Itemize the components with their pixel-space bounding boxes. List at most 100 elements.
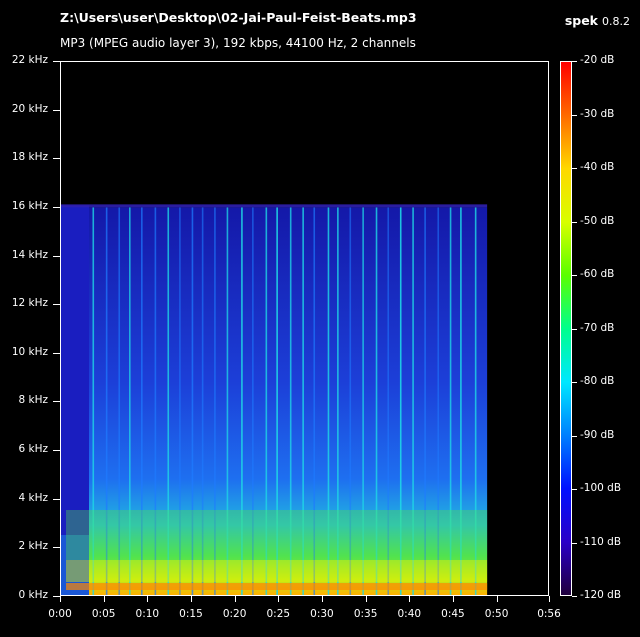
db-tick: [572, 596, 577, 597]
time-tick: [278, 596, 280, 602]
spectrogram-image: [61, 204, 488, 595]
time-tick-label: 0:05: [91, 608, 116, 620]
db-tick-label: -20 dB: [580, 54, 615, 66]
audio-info-text: MP3 (MPEG audio layer 3), 192 kbps, 4410…: [60, 36, 416, 50]
db-tick: [572, 168, 577, 169]
beat-streak: [460, 207, 462, 595]
frequency-tick: [53, 158, 60, 160]
db-tick: [572, 489, 577, 490]
frequency-tick: [53, 498, 60, 500]
frequency-tick-label: 2 kHz: [18, 540, 48, 553]
beat-streak: [349, 207, 352, 595]
frequency-tick: [53, 255, 60, 257]
beat-streak: [252, 207, 254, 595]
spectrogram-plot: [60, 61, 549, 596]
db-tick-label: -90 dB: [580, 428, 615, 441]
beat-streak: [191, 207, 194, 595]
low-band-green: [66, 510, 488, 560]
file-path-title: Z:\Users\user\Desktop\02-Jai-Paul-Feist-…: [60, 10, 417, 25]
beat-streak: [302, 207, 304, 595]
frequency-tick: [53, 352, 60, 354]
db-tick: [572, 114, 577, 116]
db-tick: [572, 382, 577, 383]
beat-streak: [412, 207, 414, 595]
db-tick-label: -30 dB: [580, 107, 615, 120]
beat-streak: [105, 207, 108, 595]
time-tick: [147, 596, 149, 602]
time-tick: [452, 596, 454, 602]
spectrogram-intro: [61, 205, 89, 595]
frequency-tick-label: 16 kHz: [11, 199, 48, 212]
db-tick-label: -60 dB: [580, 268, 615, 280]
frequency-tick: [53, 109, 60, 111]
frequency-tick-label: 20 kHz: [11, 102, 48, 115]
time-tick: [60, 596, 61, 602]
time-tick-label: 0:00: [48, 608, 72, 620]
beat-streak: [214, 207, 216, 595]
frequency-tick-label: 10 kHz: [11, 345, 48, 358]
beat-streak: [399, 207, 402, 595]
frequency-tick-label: 22 kHz: [11, 54, 48, 66]
app-version: 0.8.2: [602, 15, 630, 28]
frequency-tick: [53, 401, 60, 403]
beat-streak: [265, 207, 268, 595]
time-tick-label: 0:45: [441, 608, 465, 620]
db-tick: [572, 435, 577, 437]
beat-streak: [474, 207, 477, 595]
beat-streak: [337, 207, 339, 595]
beat-streak: [201, 207, 204, 595]
db-tick: [572, 275, 577, 276]
db-tick-label: -50 dB: [580, 214, 615, 227]
time-tick: [321, 596, 323, 602]
beat-streak: [276, 207, 278, 595]
cutoff-edge: [61, 204, 488, 208]
db-tick-label: -110 dB: [580, 535, 622, 548]
beat-streak: [327, 207, 330, 595]
time-tick-label: 0:25: [266, 608, 291, 620]
beat-streak: [362, 207, 364, 595]
db-tick: [572, 61, 577, 62]
frequency-tick-label: 0 kHz: [18, 589, 48, 601]
frequency-tick: [53, 304, 60, 306]
frequency-tick: [53, 450, 60, 452]
db-tick-label: -120 dB: [580, 589, 622, 601]
frequency-tick: [53, 547, 60, 549]
beat-streak: [313, 207, 316, 595]
beat-streak: [154, 207, 157, 595]
beat-streak: [118, 207, 121, 595]
beat-streak: [141, 207, 143, 595]
beat-streak: [179, 207, 181, 595]
frequency-tick: [53, 596, 60, 597]
app-name: spek: [564, 13, 598, 28]
time-tick-label: 0:15: [179, 608, 203, 620]
time-tick: [234, 596, 236, 602]
db-colorbar: [560, 61, 572, 596]
beat-streak: [167, 207, 170, 595]
frequency-tick: [53, 206, 60, 208]
db-tick-label: -80 dB: [580, 375, 615, 387]
frequency-tick-label: 4 kHz: [18, 491, 48, 504]
db-tick-label: -70 dB: [580, 321, 615, 334]
db-tick: [572, 542, 577, 544]
time-tick: [365, 596, 367, 602]
time-tick: [496, 596, 498, 602]
time-tick: [409, 596, 411, 602]
db-tick-label: -40 dB: [580, 161, 615, 173]
frequency-tick-label: 18 kHz: [11, 151, 48, 164]
beat-streak: [92, 207, 95, 595]
time-tick-label: 0:30: [310, 608, 334, 620]
db-tick: [572, 328, 577, 330]
app-brand: spek 0.8.2: [565, 10, 630, 29]
beat-streak: [289, 207, 292, 595]
low-band-yellow: [66, 560, 488, 582]
beat-streak: [226, 207, 229, 595]
frequency-tick-label: 14 kHz: [11, 248, 48, 261]
colorbar-gradient: [561, 62, 571, 595]
frequency-tick: [53, 61, 60, 62]
time-tick-label: 0:40: [397, 608, 422, 620]
beat-streak: [129, 207, 131, 595]
low-band-orange: [66, 583, 488, 590]
time-tick-label: 0:35: [353, 608, 378, 620]
beat-streak: [387, 207, 390, 595]
time-tick: [103, 596, 105, 602]
